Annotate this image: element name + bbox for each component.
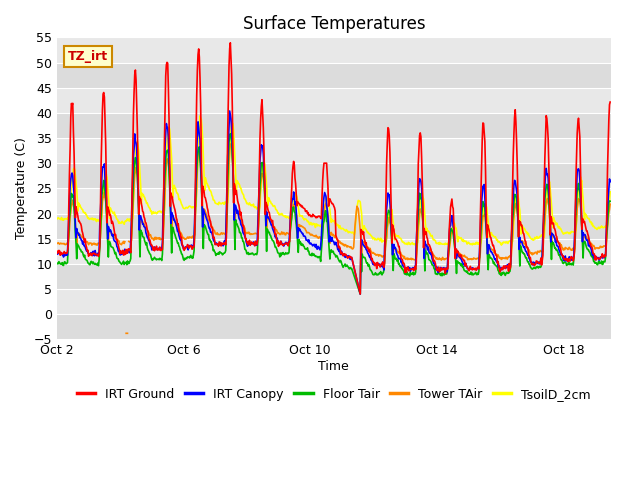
Bar <box>57 163 611 188</box>
Bar <box>57 188 611 214</box>
Bar <box>57 264 611 289</box>
Bar <box>57 214 611 239</box>
Bar <box>57 62 611 88</box>
Bar <box>57 239 611 264</box>
Bar <box>57 138 611 163</box>
Bar <box>57 113 611 138</box>
Bar <box>57 37 611 62</box>
Legend: IRT Ground, IRT Canopy, Floor Tair, Tower TAir, TsoilD_2cm: IRT Ground, IRT Canopy, Floor Tair, Towe… <box>72 383 596 406</box>
Bar <box>57 289 611 314</box>
Text: TZ_irt: TZ_irt <box>68 50 108 63</box>
Bar <box>57 88 611 113</box>
Title: Surface Temperatures: Surface Temperatures <box>243 15 425 33</box>
Y-axis label: Temperature (C): Temperature (C) <box>15 137 28 239</box>
X-axis label: Time: Time <box>319 360 349 373</box>
Bar <box>57 314 611 339</box>
